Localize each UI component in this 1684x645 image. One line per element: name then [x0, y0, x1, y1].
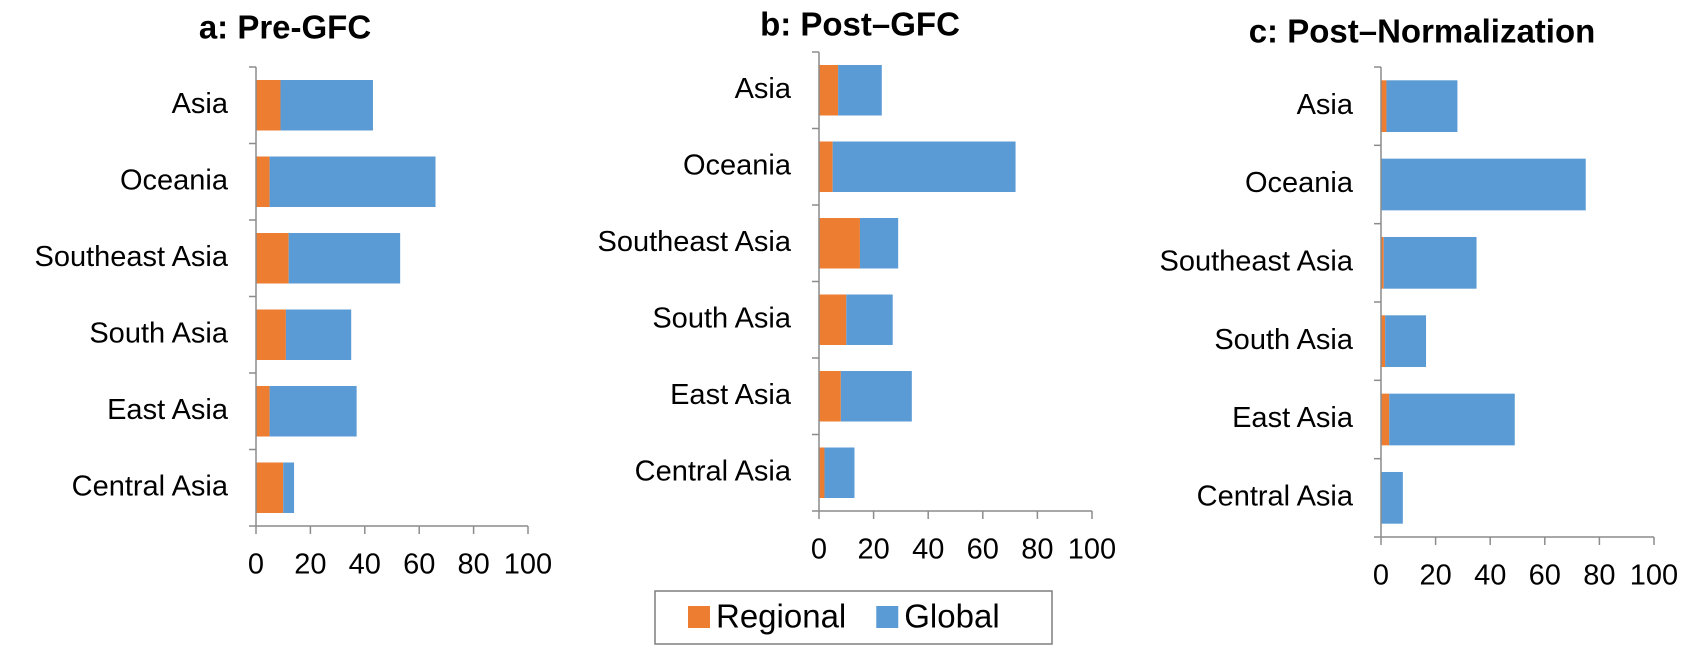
bar-segment	[819, 141, 833, 192]
category-label: Asia	[735, 73, 792, 105]
category-label: Oceania	[120, 164, 229, 196]
x-tick-label: 0	[1373, 560, 1389, 592]
bar-segment	[1389, 393, 1515, 446]
bar-segment	[269, 156, 436, 207]
x-tick-label: 20	[294, 549, 326, 581]
bar-segment	[256, 309, 286, 360]
legend-label: Global	[904, 598, 999, 635]
bar-segment	[285, 309, 352, 360]
bar-segment	[1383, 236, 1477, 289]
bar-segment	[1381, 315, 1386, 368]
category-label: Southeast Asia	[35, 241, 229, 273]
x-tick-label: 20	[1419, 560, 1451, 592]
bar-segment	[859, 218, 899, 269]
x-tick-label: 80	[1021, 534, 1053, 566]
bar-segment	[1381, 471, 1403, 524]
bar-segment	[1386, 80, 1458, 133]
category-label: Central Asia	[635, 455, 792, 487]
bar-segment	[819, 218, 860, 269]
category-label: Oceania	[1245, 167, 1354, 199]
bar-segment	[1381, 158, 1586, 211]
chart-title: a: Pre-GFC	[199, 9, 371, 46]
legend-label: Regional	[716, 598, 846, 635]
bar-segment	[1385, 315, 1427, 368]
category-label: Central Asia	[72, 470, 229, 502]
bar-segment	[1381, 236, 1384, 289]
x-tick-label: 40	[912, 534, 944, 566]
category-label: Southeast Asia	[1160, 245, 1354, 277]
bar-segment	[846, 294, 893, 345]
chart-title: b: Post–GFC	[760, 6, 960, 43]
bar-segment	[283, 462, 295, 513]
x-tick-label: 20	[857, 534, 889, 566]
category-label: Oceania	[683, 149, 792, 181]
category-label: Asia	[1297, 89, 1354, 121]
category-label: Central Asia	[1197, 480, 1354, 512]
bar-segment	[280, 80, 373, 131]
x-tick-label: 80	[457, 549, 489, 581]
bar-segment	[269, 386, 357, 437]
x-tick-label: 80	[1583, 560, 1615, 592]
x-tick-label: 40	[1474, 560, 1506, 592]
x-tick-label: 100	[1068, 534, 1116, 566]
category-label: East Asia	[670, 379, 792, 411]
bar-segment	[256, 80, 281, 131]
bar-segment	[838, 65, 882, 116]
category-label: Southeast Asia	[598, 226, 792, 258]
category-label: East Asia	[107, 394, 229, 426]
bar-segment	[1381, 393, 1390, 446]
x-tick-label: 60	[1529, 560, 1561, 592]
x-tick-label: 0	[248, 549, 264, 581]
category-label: Asia	[172, 88, 229, 120]
x-tick-label: 100	[1630, 560, 1678, 592]
bar-segment	[256, 156, 270, 207]
bar-segment	[819, 294, 847, 345]
bar-segment	[256, 462, 284, 513]
bar-segment	[256, 386, 270, 437]
category-label: East Asia	[1232, 402, 1354, 434]
x-tick-label: 60	[403, 549, 435, 581]
bar-segment	[819, 447, 825, 498]
x-tick-label: 40	[349, 549, 381, 581]
legend-box	[654, 590, 1053, 645]
bar-segment	[288, 233, 401, 284]
x-tick-label: 0	[811, 534, 827, 566]
x-tick-label: 60	[967, 534, 999, 566]
bar-segment	[832, 141, 1016, 192]
legend-swatch	[688, 606, 710, 628]
bar-segment	[819, 65, 839, 116]
bar-segment	[1381, 80, 1387, 133]
category-label: South Asia	[652, 302, 792, 334]
x-tick-label: 100	[504, 549, 552, 581]
legend-swatch	[876, 606, 899, 628]
bar-segment	[824, 447, 855, 498]
bar-segment	[840, 371, 912, 422]
category-label: South Asia	[1214, 324, 1354, 356]
category-label: South Asia	[89, 317, 229, 349]
bar-segment	[256, 233, 289, 284]
chart-title: c: Post–Normalization	[1249, 13, 1596, 50]
bar-segment	[819, 371, 841, 422]
